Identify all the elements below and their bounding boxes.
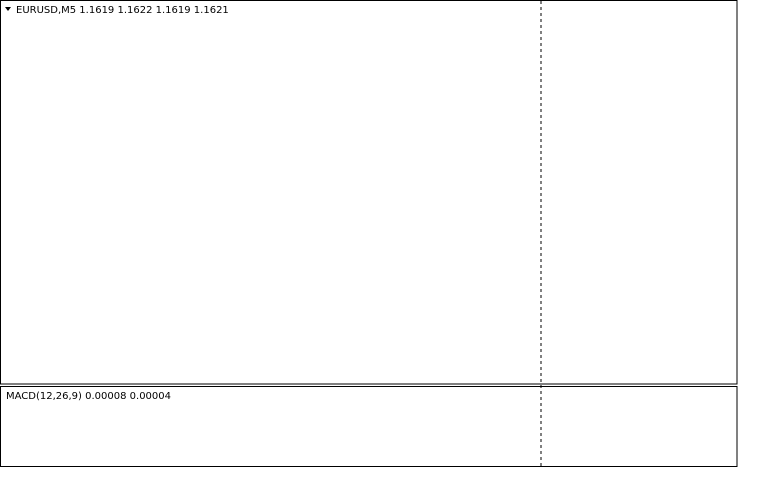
chart-title: EURUSD,M5 1.1619 1.1622 1.1619 1.1621: [16, 5, 229, 16]
menu-triangle[interactable]: [5, 7, 11, 11]
price-panel-frame: [0, 0, 738, 385]
macd-title: MACD(12,26,9) 0.00008 0.00004: [6, 391, 171, 402]
macd-panel-frame: [0, 386, 738, 467]
